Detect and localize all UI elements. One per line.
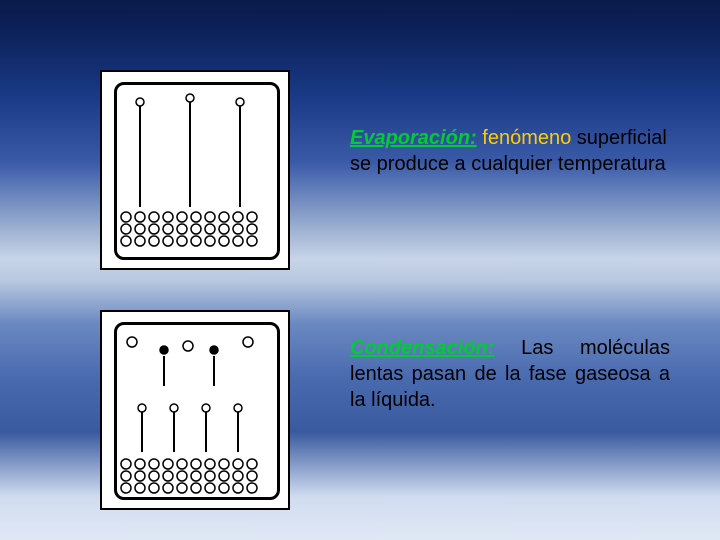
condensation-svg [102,312,292,512]
evaporation-text: Evaporación: fenómeno superficial se pro… [350,125,670,177]
evaporation-title: Evaporación: [350,127,477,149]
condensation-text: Condensación: Las moléculas lentas pasan… [350,335,670,413]
evaporation-row: Evaporación: fenómeno superficial se pro… [100,70,670,270]
condensation-row: Condensación: Las moléculas lentas pasan… [100,310,670,510]
evaporation-diagram [100,70,290,270]
slide-content: Evaporación: fenómeno superficial se pro… [0,0,720,540]
condensation-title: Condensación: [350,337,494,359]
evaporation-svg [102,72,292,272]
condensation-diagram [100,310,290,510]
evaporation-highlight: fenómeno [482,127,571,149]
